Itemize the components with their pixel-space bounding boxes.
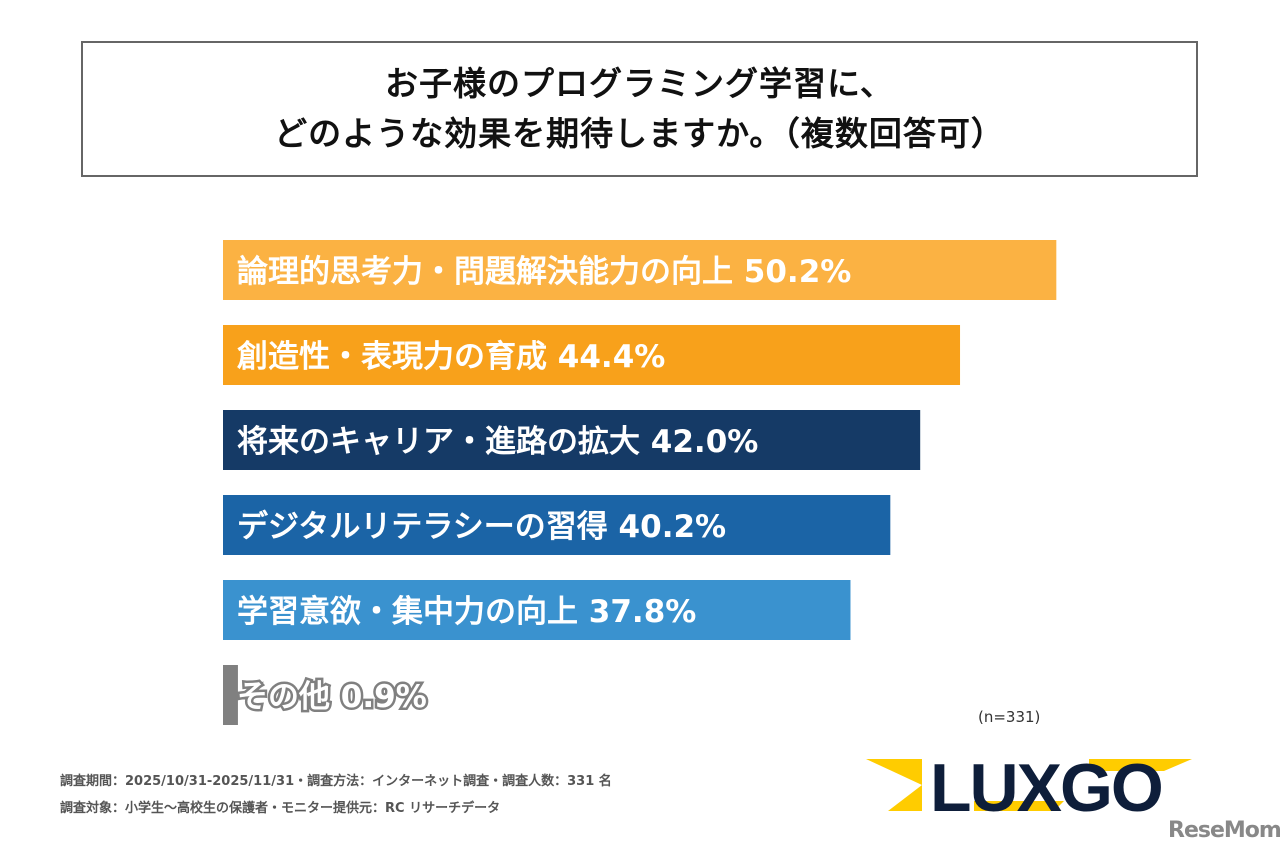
sample-size: (n=331) — [978, 708, 1041, 726]
bar-label-0: 論理的思考力・問題解決能力の向上 50.2% — [237, 254, 851, 290]
title-line-1: お子様のプログラミング学習に、 — [384, 64, 894, 103]
bar-5 — [223, 665, 238, 725]
bar-label-1: 創造性・表現力の育成 44.4% — [237, 339, 665, 375]
bar-label-2: 将来のキャリア・進路の拡大 42.0% — [237, 424, 758, 460]
footnote-1: 調査期間：2025/10/31-2025/11/31・調査方法：インターネット調… — [60, 774, 612, 789]
resemom-watermark: ReseMom. — [1168, 818, 1280, 843]
bar-1 — [223, 325, 961, 385]
svg-text:LUXGO: LUXGO — [930, 755, 1162, 817]
bar-2 — [223, 410, 921, 470]
bar-3 — [223, 495, 891, 555]
bar-0 — [223, 240, 1057, 300]
luxgo-logo: LUXGO — [866, 755, 1192, 817]
footnote-2: 調査対象：小学生〜高校生の保護者・モニター提供元：RC リサーチデータ — [60, 801, 501, 816]
bar-label-3: デジタルリテラシーの習得 40.2% — [237, 509, 726, 545]
bar-label-5: その他 0.9% — [237, 679, 427, 715]
title-line-2: どのような効果を期待しますか。（複数回答可） — [274, 114, 1005, 153]
chart-title: お子様のプログラミング学習に、 どのような効果を期待しますか。（複数回答可） — [81, 41, 1198, 177]
bar-label-4: 学習意欲・集中力の向上 37.8% — [237, 594, 696, 630]
bar-4 — [223, 580, 851, 640]
